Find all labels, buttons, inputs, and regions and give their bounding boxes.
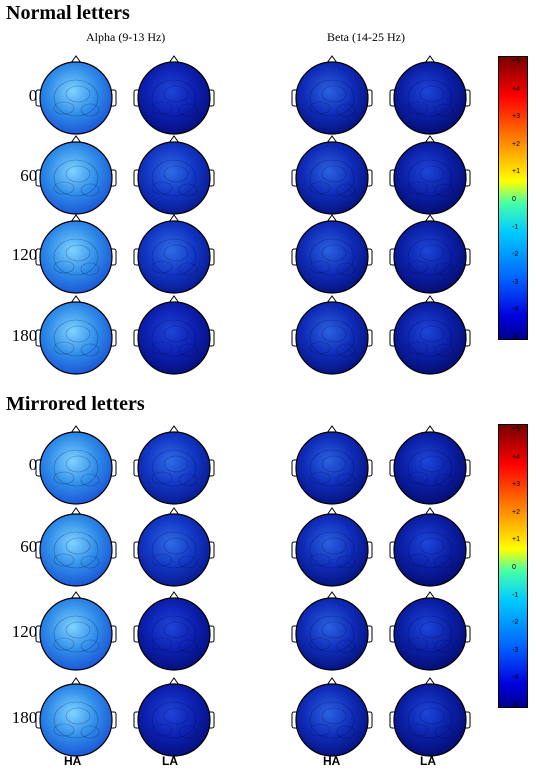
topographic-head-map (133, 677, 215, 760)
topographic-head-map (35, 591, 117, 674)
colorbar-tick-label: +5 (512, 426, 520, 433)
topographic-head-map (291, 135, 373, 218)
topographic-head-map (389, 677, 471, 760)
colorbar-tick-label: -2 (512, 251, 519, 259)
topographic-head-map (389, 214, 471, 297)
colorbar-tick-label: -4 (512, 306, 519, 314)
colorbar-tick-label: -2 (512, 619, 519, 627)
colorbar (498, 424, 528, 708)
topographic-head-map (291, 507, 373, 590)
colorbar-tick-label: +3 (512, 481, 520, 489)
colorbar-tick-label: +3 (512, 113, 520, 121)
topographic-head-map (291, 55, 373, 138)
colorbar-tick-label: -3 (512, 646, 519, 654)
topographic-head-map (133, 135, 215, 218)
topographic-head-map (133, 591, 215, 674)
topographic-head-map (35, 214, 117, 297)
colorbar-tick-label: +2 (512, 140, 520, 148)
colorbar-tick-label: -1 (512, 223, 519, 231)
topographic-head-map (133, 507, 215, 590)
topographic-head-map (389, 135, 471, 218)
colorbar-tick-label: -5 (512, 702, 519, 709)
topographic-head-map (133, 425, 215, 508)
band-label-beta: Beta (14-25 Hz) (327, 30, 405, 44)
colorbar-tick-label: 0 (512, 564, 516, 571)
colorbar-tick-label: -3 (512, 278, 519, 286)
colorbar (498, 56, 528, 340)
topographic-head-map (389, 507, 471, 590)
topographic-head-map (389, 425, 471, 508)
topographic-head-map (133, 214, 215, 297)
colorbar-tick-label: -4 (512, 674, 519, 682)
colorbar-tick-label: +1 (512, 168, 520, 176)
topographic-head-map (35, 135, 117, 218)
colorbar-tick-label: -1 (512, 591, 519, 599)
topographic-head-map (291, 214, 373, 297)
topographic-head-map (291, 425, 373, 508)
topographic-head-map (291, 677, 373, 760)
colorbar-tick-label: +4 (512, 85, 520, 93)
topographic-head-map (35, 295, 117, 378)
topographic-head-map (133, 55, 215, 138)
topographic-head-map (389, 295, 471, 378)
colorbar-tick-label: +1 (512, 536, 520, 544)
column-header-la: LA (162, 754, 178, 768)
topographic-head-map (389, 55, 471, 138)
section-title-normal: Normal letters (6, 2, 130, 24)
column-header-ha: HA (64, 754, 82, 768)
topographic-head-map (291, 295, 373, 378)
topographic-head-map (291, 591, 373, 674)
topographic-head-map (35, 55, 117, 138)
colorbar-tick-label: -5 (512, 334, 519, 341)
colorbar-tick-label: +2 (512, 508, 520, 516)
colorbar-tick-label: +4 (512, 453, 520, 461)
topographic-head-map (389, 591, 471, 674)
colorbar-tick-label: +5 (512, 58, 520, 65)
colorbar-tick-label: 0 (512, 196, 516, 203)
topographic-head-map (35, 677, 117, 760)
topographic-head-map (133, 295, 215, 378)
section-title-mirrored: Mirrored letters (6, 393, 145, 415)
topographic-head-map (35, 425, 117, 508)
band-label-alpha: Alpha (9-13 Hz) (86, 30, 166, 44)
column-header-ha: HA (323, 754, 341, 768)
topographic-head-map (35, 507, 117, 590)
column-header-la: LA (420, 754, 436, 768)
